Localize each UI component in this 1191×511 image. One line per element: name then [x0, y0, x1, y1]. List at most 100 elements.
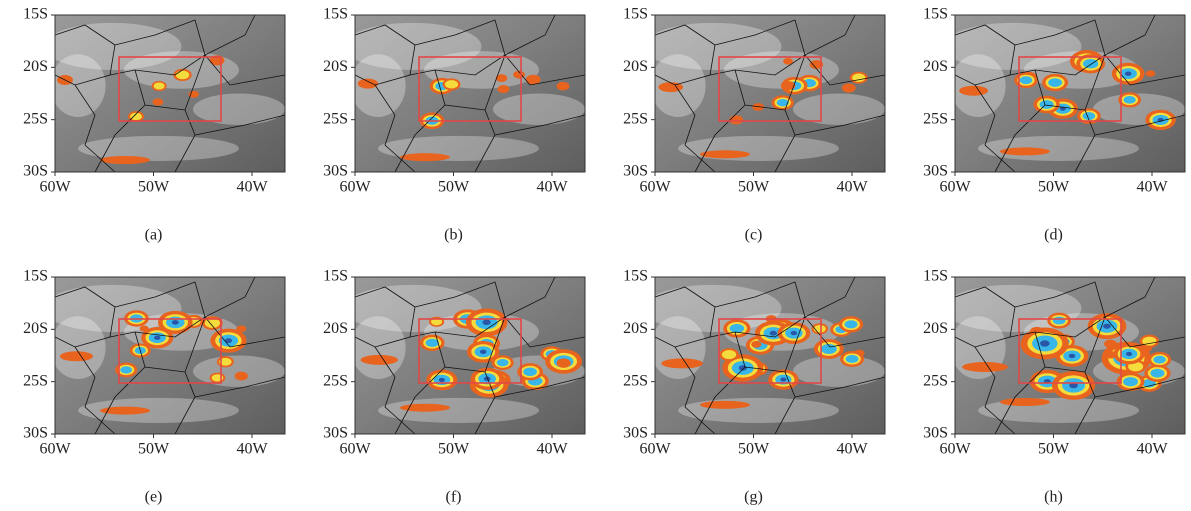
- y-tick-label: 30S: [623, 425, 648, 442]
- convection: [770, 331, 777, 336]
- caption: (g): [744, 489, 763, 506]
- y-tick-label: 30S: [323, 425, 348, 442]
- convection: [1105, 351, 1116, 358]
- y-tick-label: 15S: [923, 268, 948, 285]
- x-tick-label: 60W: [339, 441, 371, 458]
- cloud: [950, 54, 1005, 117]
- y-tick-label: 20S: [323, 320, 348, 337]
- x-tick-label: 60W: [639, 441, 671, 458]
- caption: (a): [145, 227, 163, 244]
- cloud: [350, 316, 405, 379]
- cloud: [50, 316, 105, 379]
- x-tick-label: 40W: [1136, 179, 1168, 196]
- convection: [1069, 354, 1076, 358]
- x-tick-label: 50W: [438, 441, 470, 458]
- x-tick-label: 40W: [536, 441, 568, 458]
- convection: [152, 98, 163, 105]
- y-tick-label: 25S: [923, 372, 948, 389]
- convection: [140, 326, 149, 332]
- convection: [959, 86, 988, 96]
- y-tick-label: 20S: [623, 58, 648, 75]
- x-tick-label: 40W: [536, 179, 568, 196]
- cloud: [793, 94, 885, 125]
- x-tick-label: 40W: [836, 179, 868, 196]
- cloud: [378, 398, 539, 423]
- caption: (e): [145, 489, 163, 506]
- y-tick-label: 15S: [323, 6, 348, 23]
- y-tick-label: 20S: [923, 58, 948, 75]
- convection: [751, 341, 761, 348]
- cloud: [650, 316, 705, 379]
- y-tick-label: 15S: [623, 268, 648, 285]
- convection: [781, 81, 795, 91]
- panel: 15S 20S 25S 30S60W 50W 40W (f): [323, 268, 585, 506]
- convection: [780, 378, 786, 382]
- y-tick-label: 30S: [623, 163, 648, 180]
- x-tick-label: 60W: [339, 179, 371, 196]
- x-tick-label: 60W: [939, 441, 971, 458]
- cloud: [193, 356, 285, 387]
- y-tick-label: 30S: [923, 163, 948, 180]
- y-tick-label: 25S: [323, 372, 348, 389]
- x-tick-label: 60W: [39, 179, 71, 196]
- panel: 15S20S25S30S60W50W40W(d): [923, 6, 1185, 244]
- convection: [1040, 340, 1050, 346]
- convection: [700, 401, 750, 409]
- convection: [439, 378, 445, 382]
- convection: [1150, 369, 1164, 378]
- y-tick-label: 15S: [23, 6, 48, 23]
- y-tick-label: 25S: [323, 110, 348, 127]
- y-tick-label: 20S: [623, 320, 648, 337]
- y-tick-label: 25S: [23, 372, 48, 389]
- x-tick-label: 40W: [1136, 441, 1168, 458]
- convection: [482, 320, 490, 326]
- convection: [480, 350, 486, 354]
- convection: [1123, 377, 1138, 386]
- convection: [1048, 78, 1062, 87]
- x-tick-label: 50W: [1038, 441, 1070, 458]
- convection: [60, 351, 93, 361]
- convection: [661, 358, 703, 368]
- y-tick-label: 30S: [923, 425, 948, 442]
- x-tick-label: 60W: [39, 441, 71, 458]
- x-tick-label: 40W: [236, 179, 268, 196]
- caption: (f): [446, 489, 462, 506]
- convection: [791, 331, 798, 335]
- cloud: [78, 136, 239, 161]
- convection: [1125, 71, 1132, 75]
- y-tick-label: 20S: [923, 320, 948, 337]
- caption: (h): [1044, 489, 1063, 506]
- x-tick-label: 50W: [138, 441, 170, 458]
- convection: [700, 150, 750, 158]
- convection: [235, 372, 248, 381]
- convection: [426, 339, 439, 347]
- convection: [154, 83, 165, 90]
- x-tick-label: 60W: [939, 179, 971, 196]
- cloud: [678, 136, 839, 161]
- x-tick-label: 50W: [438, 179, 470, 196]
- cloud: [793, 356, 885, 387]
- caption: (d): [1044, 227, 1063, 244]
- cloud: [978, 136, 1139, 161]
- x-tick-label: 50W: [138, 179, 170, 196]
- convection: [730, 324, 745, 333]
- caption: (b): [444, 227, 463, 244]
- convection: [523, 367, 537, 376]
- convection: [358, 79, 378, 89]
- x-tick-label: 50W: [738, 179, 770, 196]
- cloud: [493, 94, 585, 125]
- panel: 15S20S25S30S60W50W40W(e): [23, 268, 285, 506]
- y-tick-label: 25S: [23, 110, 48, 127]
- y-tick-label: 15S: [323, 268, 348, 285]
- convection: [729, 115, 743, 124]
- y-tick-label: 20S: [23, 58, 48, 75]
- convection: [842, 83, 856, 92]
- convection: [846, 355, 859, 363]
- panel: 15S20S25S30S60W50W40W(c): [623, 6, 885, 244]
- y-tick-label: 15S: [923, 6, 948, 23]
- convection: [498, 85, 510, 93]
- convection: [962, 362, 1008, 372]
- y-tick-label: 25S: [623, 110, 648, 127]
- convection: [445, 80, 458, 88]
